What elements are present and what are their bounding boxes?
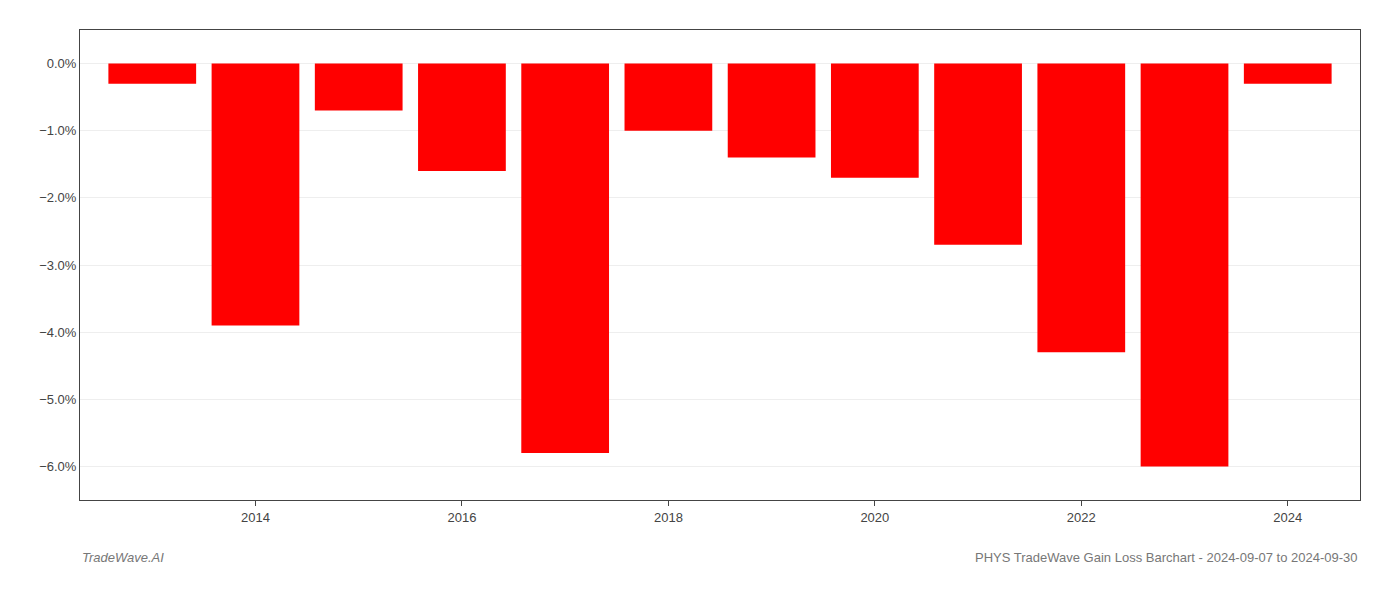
- svg-text:−6.0%: −6.0%: [39, 459, 77, 474]
- svg-text:2014: 2014: [241, 510, 270, 525]
- svg-text:−3.0%: −3.0%: [39, 258, 77, 273]
- svg-text:−1.0%: −1.0%: [39, 123, 77, 138]
- svg-text:TradeWave.AI: TradeWave.AI: [82, 550, 164, 565]
- svg-text:−5.0%: −5.0%: [39, 392, 77, 407]
- svg-text:2022: 2022: [1067, 510, 1096, 525]
- svg-text:−2.0%: −2.0%: [39, 190, 77, 205]
- svg-text:2020: 2020: [860, 510, 889, 525]
- svg-text:2016: 2016: [447, 510, 476, 525]
- svg-text:2024: 2024: [1273, 510, 1302, 525]
- svg-text:−4.0%: −4.0%: [39, 325, 77, 340]
- svg-text:PHYS TradeWave Gain Loss Barch: PHYS TradeWave Gain Loss Barchart - 2024…: [975, 550, 1358, 565]
- svg-text:0.0%: 0.0%: [47, 56, 77, 71]
- svg-text:2018: 2018: [654, 510, 683, 525]
